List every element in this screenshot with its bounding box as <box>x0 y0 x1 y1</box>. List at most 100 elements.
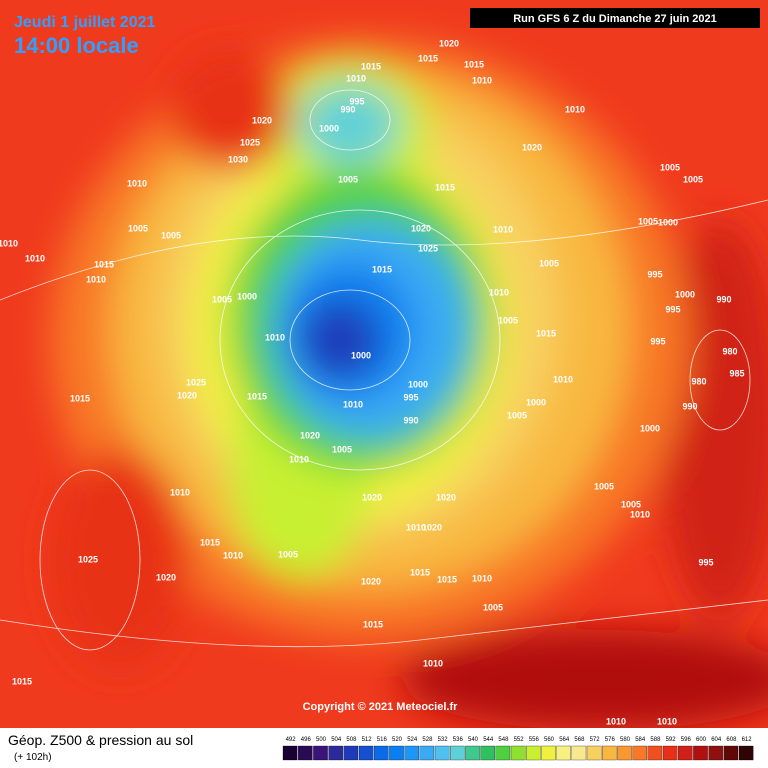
scale-swatch <box>434 745 450 761</box>
isobar-label: 1005 <box>683 174 703 184</box>
isobar-label: 1005 <box>212 294 232 304</box>
isobar-label: 1015 <box>12 676 32 686</box>
scale-label: 492 <box>286 737 297 743</box>
isobar-label: 995 <box>650 336 665 346</box>
isobar-label: 1010 <box>423 658 443 668</box>
scale-swatch <box>404 745 419 761</box>
copyright: Copyright © 2021 Meteociel.fr <box>303 701 459 713</box>
scale-label: 544 <box>483 737 494 743</box>
isobar-label: 1000 <box>408 379 428 389</box>
scale-label: 540 <box>468 737 479 743</box>
scale-label: 536 <box>453 737 464 743</box>
isobar-label: 1010 <box>346 73 366 83</box>
isobar-label: 1010 <box>493 224 513 234</box>
scale-swatch <box>617 745 632 761</box>
scale-swatch <box>389 745 404 761</box>
isobar-label: 1010 <box>657 716 677 726</box>
scale-label: 496 <box>301 737 312 743</box>
scale-label: 548 <box>498 737 509 743</box>
scale-label: 612 <box>742 737 753 743</box>
isobar-label: 1020 <box>300 430 320 440</box>
isobar-label: 1010 <box>25 253 45 263</box>
isobar-label: 1015 <box>435 182 455 192</box>
scale-swatch <box>723 745 739 761</box>
isobar-label: 1020 <box>522 142 542 152</box>
scale-swatch <box>556 745 571 761</box>
legend-subtitle: (+ 102h) <box>14 752 52 763</box>
isobar-label: 1020 <box>436 492 456 502</box>
scale-swatch <box>298 745 313 761</box>
scale-swatch <box>602 745 617 761</box>
isobar-label: 1005 <box>278 549 298 559</box>
scale-label: 556 <box>529 737 540 743</box>
isobar-label: 1005 <box>539 258 559 268</box>
scale-label: 520 <box>392 737 403 743</box>
isobar-label: 1020 <box>362 492 382 502</box>
scale-label: 516 <box>377 737 388 743</box>
scale-label: 512 <box>362 737 373 743</box>
scale-swatch <box>450 745 465 761</box>
isobar-label: 1010 <box>127 178 147 188</box>
isobar-label: 1020 <box>361 576 381 586</box>
scale-swatch <box>358 745 374 761</box>
isobar-label: 1015 <box>536 328 556 338</box>
isobar-label: 1015 <box>418 53 438 63</box>
isobar-label: 1010 <box>489 287 509 297</box>
isobar-label: 1010 <box>86 274 106 284</box>
isobar-label: 1010 <box>630 509 650 519</box>
isobar-label: 1000 <box>675 289 695 299</box>
isobar-label: 1000 <box>319 123 339 133</box>
isobar-label: 1010 <box>553 374 573 384</box>
color-scale: 492 496 500 504 508 512 516 520 524 528 532 536 540 5… <box>282 737 754 761</box>
isobar-label: 1020 <box>177 390 197 400</box>
isobar-label: 1010 <box>170 487 190 497</box>
isobar-label: 1000 <box>658 217 678 227</box>
run-info: Run GFS 6 Z du Dimanche 27 juin 2021 <box>513 13 717 25</box>
isobar-label: 1010 <box>565 104 585 114</box>
isobar-label: 1020 <box>422 522 442 532</box>
isobar-label: 1005 <box>161 230 181 240</box>
isobar-label: 1015 <box>200 537 220 547</box>
scale-swatch <box>374 745 389 761</box>
isobar-label: 1000 <box>640 423 660 433</box>
isobar-label: 1005 <box>660 162 680 172</box>
isobar-label: 1025 <box>186 377 206 387</box>
isobar-label: 980 <box>691 376 706 386</box>
scale-label: 608 <box>726 737 737 743</box>
scale-swatch <box>678 745 693 761</box>
isobar-label: 1015 <box>410 567 430 577</box>
isobar-label: 985 <box>729 368 744 378</box>
time: 14:00 locale <box>14 33 139 58</box>
scale-label: 576 <box>605 737 616 743</box>
isobar-label: 1025 <box>240 137 260 147</box>
isobar-label: 980 <box>722 346 737 356</box>
scale-swatch <box>313 745 328 761</box>
scale-swatch <box>693 745 708 761</box>
isobar-label: 1010 <box>289 454 309 464</box>
scale-swatch <box>328 745 343 761</box>
scale-swatch <box>708 745 723 761</box>
scale-label: 572 <box>590 737 601 743</box>
isobar-label: 1005 <box>483 602 503 612</box>
isobar-label: 1010 <box>606 716 626 726</box>
geopotential-field <box>50 40 768 730</box>
isobar-label: 1000 <box>351 350 371 360</box>
isobar-label: 1005 <box>332 444 352 454</box>
isobar-label: 1020 <box>439 38 459 48</box>
scale-label: 560 <box>544 737 555 743</box>
scale-label: 596 <box>681 737 692 743</box>
isobar-label: 1020 <box>252 115 272 125</box>
isobars <box>0 89 768 651</box>
scale-swatch <box>738 745 754 761</box>
isobar-label: 1005 <box>621 499 641 509</box>
scale-label: 568 <box>574 737 585 743</box>
isobar-label: 1015 <box>464 59 484 69</box>
scale-label: 500 <box>316 737 327 743</box>
isobar-label: 1015 <box>70 393 90 403</box>
scale-swatch <box>541 745 556 761</box>
scale-label: 600 <box>696 737 707 743</box>
scale-label: 508 <box>346 737 357 743</box>
isobar-label: 1010 <box>472 573 492 583</box>
scale-label: 552 <box>514 737 525 743</box>
